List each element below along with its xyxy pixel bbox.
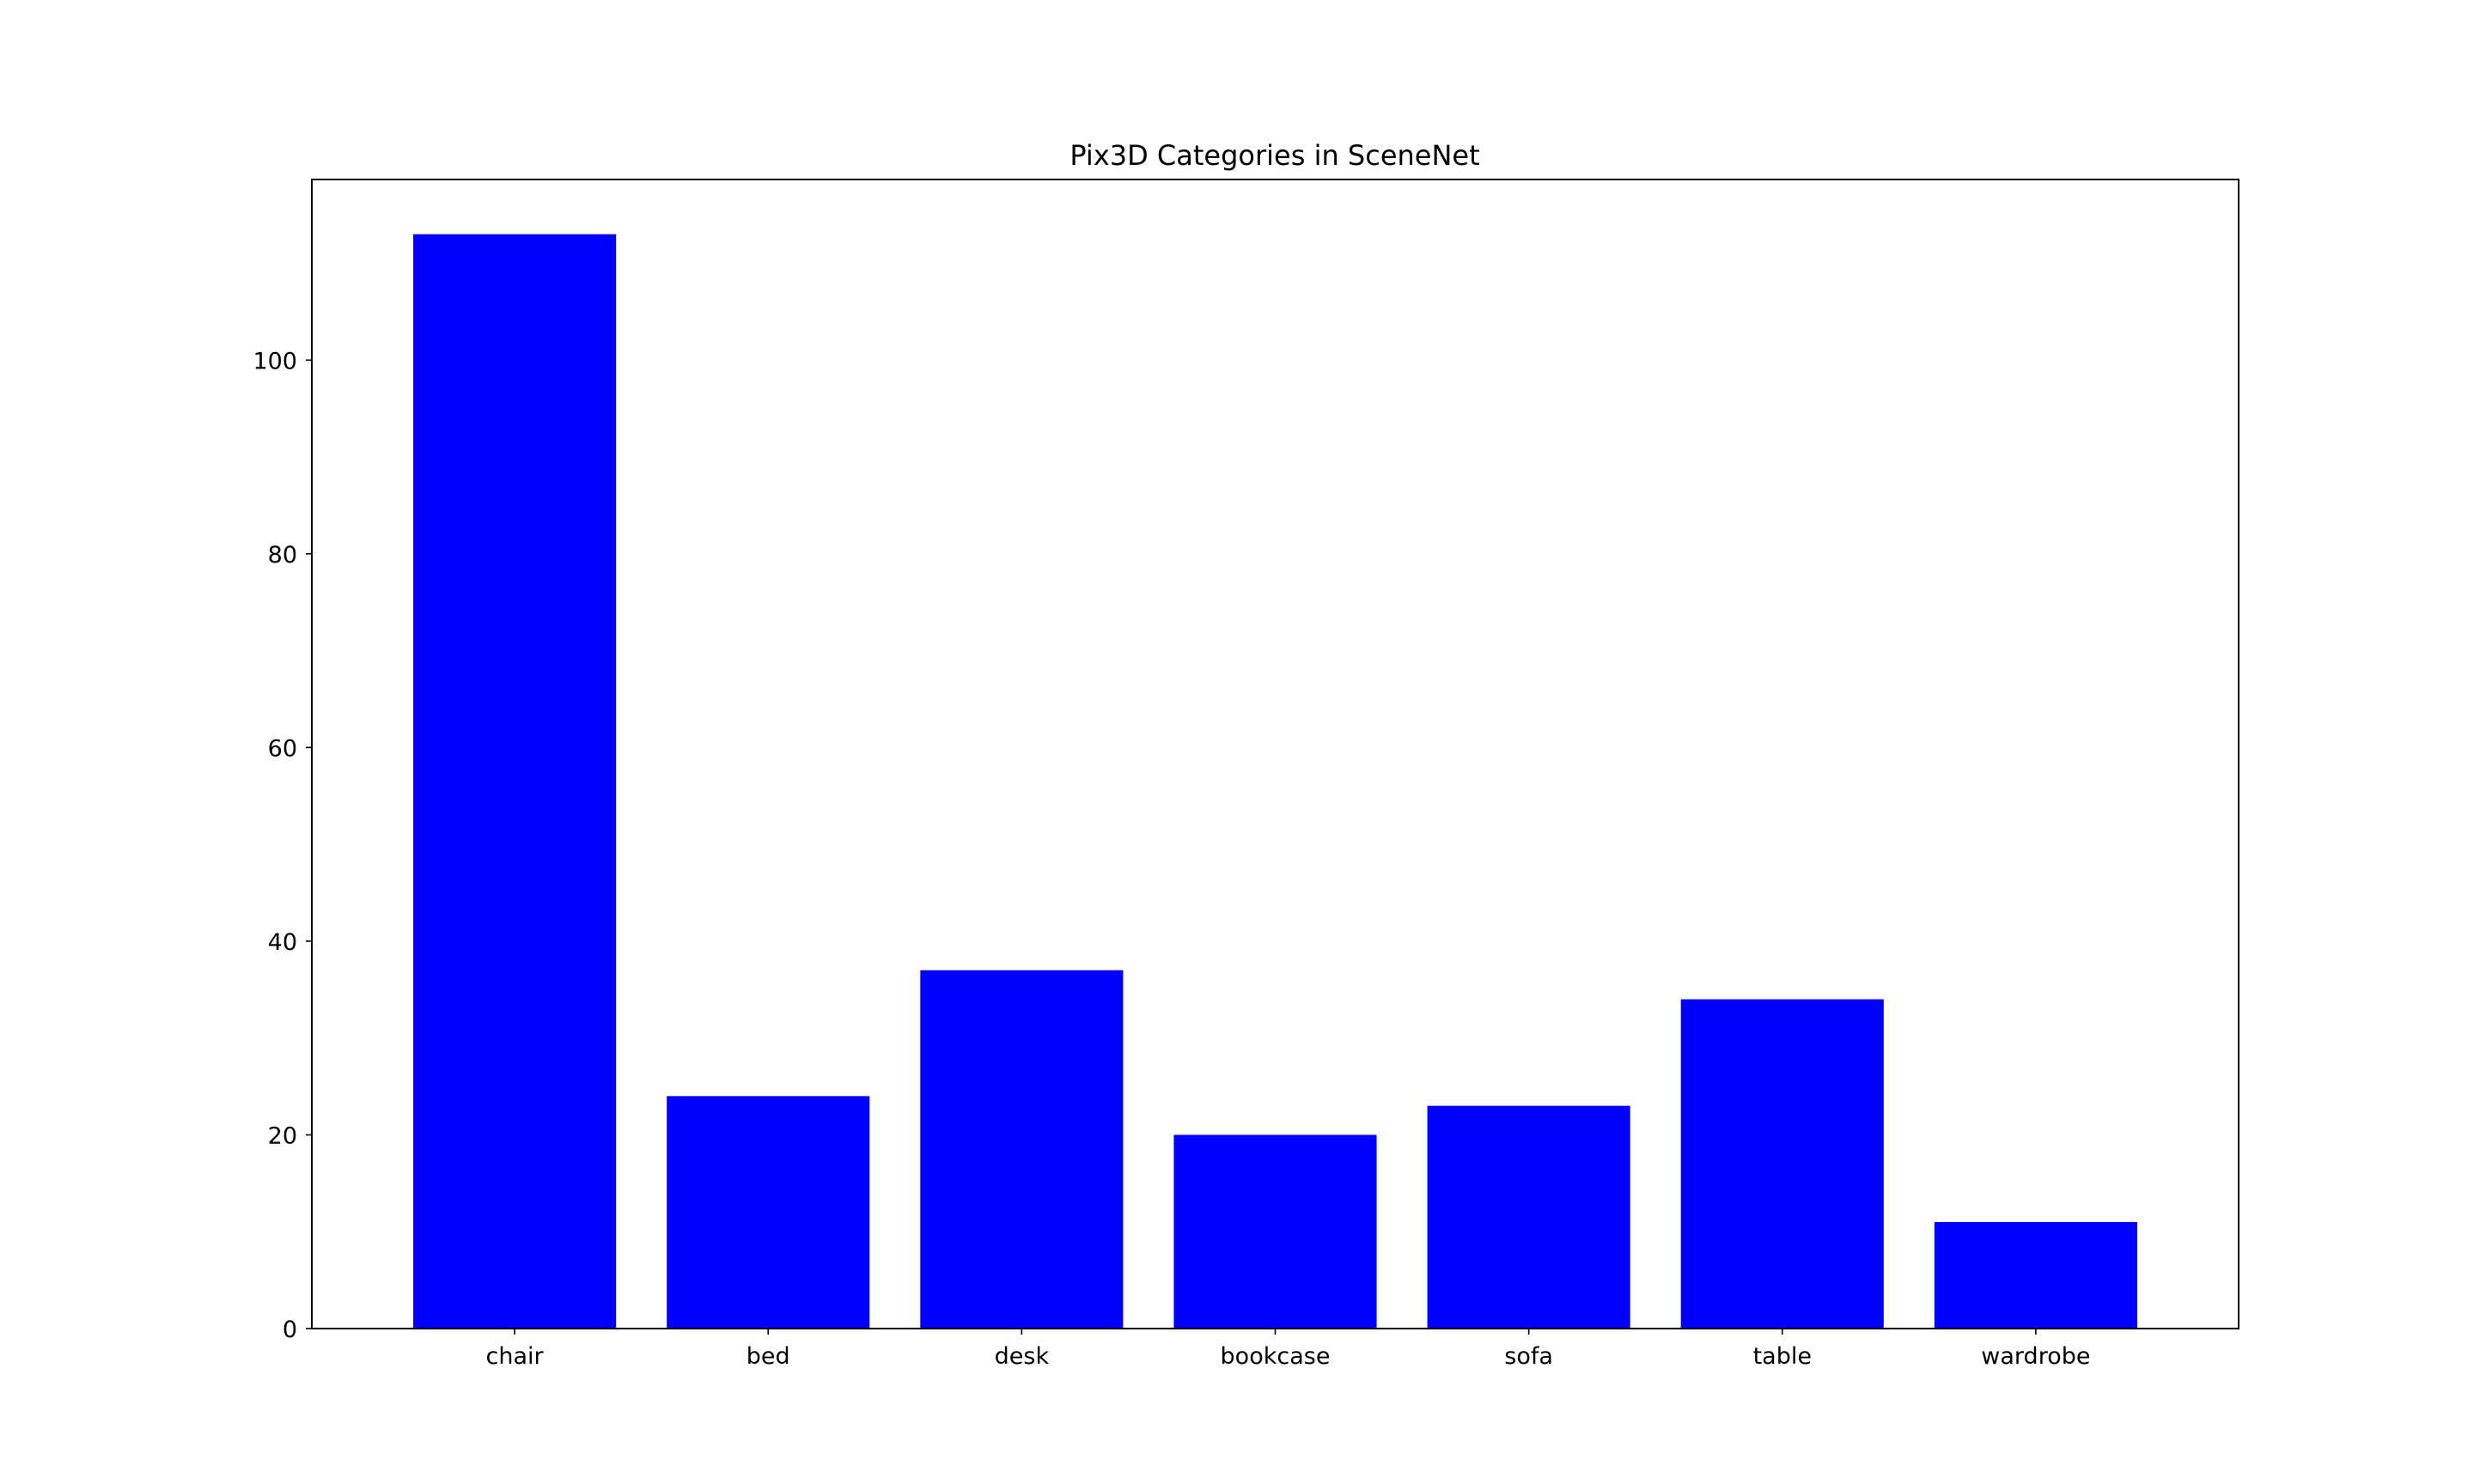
y-tick-label: 20 — [268, 1122, 297, 1149]
y-tick-label: 40 — [268, 929, 297, 956]
bars-group — [413, 234, 2137, 1329]
chart-title: Pix3D Categories in SceneNet — [1069, 139, 1479, 172]
bar-sofa — [1427, 1105, 1630, 1329]
x-tick-label: wardrobe — [1981, 1343, 2090, 1370]
bar-wardrobe — [1934, 1221, 2137, 1329]
x-tick-label: bookcase — [1221, 1343, 1331, 1370]
x-axis: chair bed desk bookcase sofa table wardrobe — [486, 1329, 2090, 1370]
y-tick-label: 80 — [268, 542, 297, 569]
y-tick-label: 100 — [253, 348, 297, 374]
bar-table — [1680, 999, 1884, 1329]
bar-bookcase — [1173, 1134, 1377, 1329]
bar-chair — [413, 234, 617, 1329]
y-axis: 0 20 40 60 80 100 — [253, 348, 312, 1343]
x-tick-label: desk — [995, 1343, 1050, 1370]
y-tick-label: 60 — [268, 735, 297, 762]
y-tick-label: 0 — [283, 1317, 297, 1343]
plot-frame — [311, 179, 2239, 1329]
bar-desk — [920, 970, 1124, 1329]
x-tick-label: table — [1753, 1343, 1812, 1370]
x-tick-label: sofa — [1504, 1343, 1553, 1370]
x-tick-label: chair — [486, 1343, 545, 1370]
bar-bed — [667, 1096, 870, 1329]
x-tick-label: bed — [746, 1343, 790, 1370]
